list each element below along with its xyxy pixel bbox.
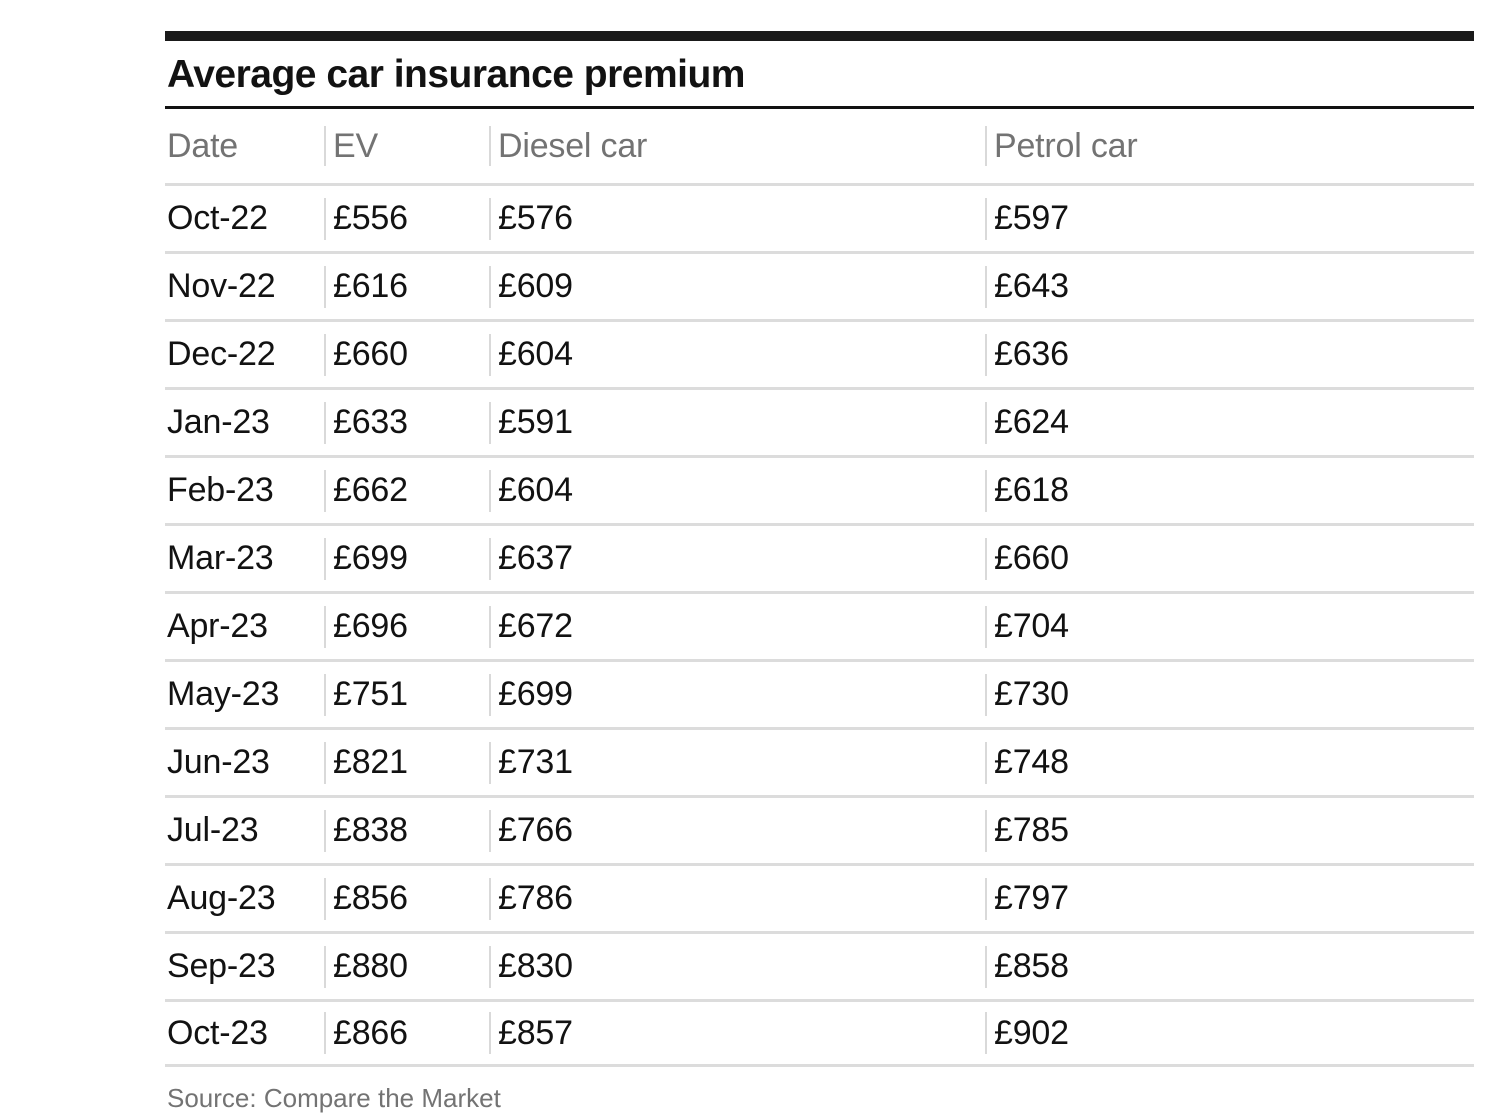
value-cell: £731	[489, 743, 985, 782]
value-cell: £785	[985, 811, 1474, 850]
table-row: May-23 £751 £699 £730	[165, 659, 1474, 727]
column-header-date: Date	[167, 126, 239, 165]
value-cell: £660	[985, 539, 1474, 578]
date-cell: Sep-23	[167, 947, 276, 985]
date-cell: Feb-23	[167, 471, 274, 509]
value-cell: £704	[985, 607, 1474, 646]
value-cell: £902	[985, 1014, 1474, 1053]
value-cell: £618	[985, 471, 1474, 510]
value-cell: £556	[324, 199, 489, 238]
value-cell: £696	[324, 607, 489, 646]
value-cell: £751	[324, 675, 489, 714]
value-cell: £643	[985, 267, 1474, 306]
value-cell: £857	[489, 1014, 985, 1053]
date-cell: Dec-22	[167, 335, 276, 373]
value-cell: £591	[489, 403, 985, 442]
value-cell: £609	[489, 267, 985, 306]
top-accent-bar	[165, 31, 1474, 41]
value-cell: £662	[324, 471, 489, 510]
value-cell: £866	[324, 1014, 489, 1053]
value-cell: £576	[489, 199, 985, 238]
value-cell: £856	[324, 879, 489, 918]
value-cell: £830	[489, 947, 985, 986]
table-row: Feb-23 £662 £604 £618	[165, 455, 1474, 523]
value-cell: £838	[324, 811, 489, 850]
source-note: Source: Compare the Market	[167, 1083, 501, 1113]
value-cell: £699	[324, 539, 489, 578]
table-row: Nov-22 £616 £609 £643	[165, 251, 1474, 319]
table-row: Aug-23 £856 £786 £797	[165, 863, 1474, 931]
value-cell: £636	[985, 335, 1474, 374]
value-cell: £880	[324, 947, 489, 986]
header-row: Date EV Diesel car Petrol car	[165, 109, 1474, 183]
date-cell: Oct-23	[167, 1013, 268, 1052]
value-cell: £624	[985, 403, 1474, 442]
date-cell: Oct-22	[167, 199, 268, 237]
date-cell: Mar-23	[167, 539, 274, 577]
date-cell: Jul-23	[167, 811, 259, 849]
value-cell: £786	[489, 879, 985, 918]
chart-title: Average car insurance premium	[165, 41, 1474, 109]
date-cell: Apr-23	[167, 607, 268, 645]
value-cell: £616	[324, 267, 489, 306]
column-header-diesel-car: Diesel car	[489, 127, 985, 166]
value-cell: £748	[985, 743, 1474, 782]
premium-table: Date EV Diesel car Petrol car Oct-22 £556 £57…	[165, 109, 1474, 1067]
value-cell: £604	[489, 335, 985, 374]
column-header-petrol-car: Petrol car	[985, 127, 1474, 166]
value-cell: £604	[489, 471, 985, 510]
chart-container: Average car insurance premium Date EV Dies…	[165, 31, 1474, 1113]
value-cell: £730	[985, 675, 1474, 714]
date-cell: Nov-22	[167, 267, 276, 305]
table-row: Jan-23 £633 £591 £624	[165, 387, 1474, 455]
value-cell: £672	[489, 607, 985, 646]
value-cell: £699	[489, 675, 985, 714]
value-cell: £633	[324, 403, 489, 442]
value-cell: £821	[324, 743, 489, 782]
value-cell: £597	[985, 199, 1474, 238]
column-header-ev: EV	[324, 127, 489, 166]
value-cell: £660	[324, 335, 489, 374]
table-row: Jun-23 £821 £731 £748	[165, 727, 1474, 795]
table-row: Sep-23 £880 £830 £858	[165, 931, 1474, 999]
value-cell: £637	[489, 539, 985, 578]
table-row: Oct-22 £556 £576 £597	[165, 183, 1474, 251]
table-row: Mar-23 £699 £637 £660	[165, 523, 1474, 591]
date-cell: May-23	[167, 675, 280, 713]
date-cell: Jun-23	[167, 743, 270, 781]
date-cell: Aug-23	[167, 879, 276, 917]
value-cell: £766	[489, 811, 985, 850]
table-row: Apr-23 £696 £672 £704	[165, 591, 1474, 659]
value-cell: £797	[985, 879, 1474, 918]
date-cell: Jan-23	[167, 403, 270, 441]
table-row: Oct-23 £866 £857 £902	[165, 999, 1474, 1067]
table-row: Dec-22 £660 £604 £636	[165, 319, 1474, 387]
value-cell: £858	[985, 947, 1474, 986]
table-row: Jul-23 £838 £766 £785	[165, 795, 1474, 863]
